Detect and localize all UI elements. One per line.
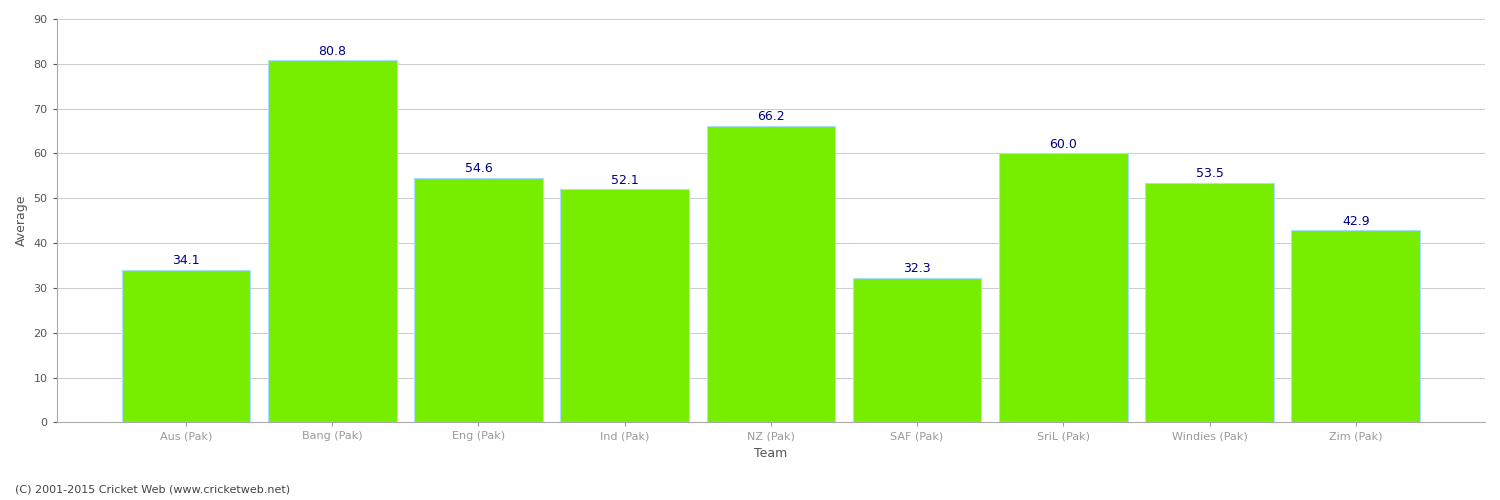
Bar — [1144, 182, 1274, 422]
Bar — [268, 60, 396, 422]
Bar — [706, 126, 836, 422]
Text: 34.1: 34.1 — [172, 254, 200, 268]
Text: 32.3: 32.3 — [903, 262, 932, 276]
Text: 66.2: 66.2 — [758, 110, 784, 124]
Text: 54.6: 54.6 — [465, 162, 492, 175]
Text: (C) 2001-2015 Cricket Web (www.cricketweb.net): (C) 2001-2015 Cricket Web (www.cricketwe… — [15, 485, 290, 495]
Y-axis label: Average: Average — [15, 195, 28, 246]
Bar — [999, 154, 1128, 422]
Bar — [852, 278, 981, 422]
Text: 42.9: 42.9 — [1342, 215, 1370, 228]
Bar — [561, 189, 688, 422]
Text: 52.1: 52.1 — [610, 174, 639, 186]
Text: 80.8: 80.8 — [318, 45, 346, 58]
Text: 60.0: 60.0 — [1050, 138, 1077, 151]
Bar — [414, 178, 543, 422]
X-axis label: Team: Team — [754, 447, 788, 460]
Text: 53.5: 53.5 — [1196, 168, 1224, 180]
Bar — [122, 270, 250, 422]
Bar — [1292, 230, 1420, 422]
